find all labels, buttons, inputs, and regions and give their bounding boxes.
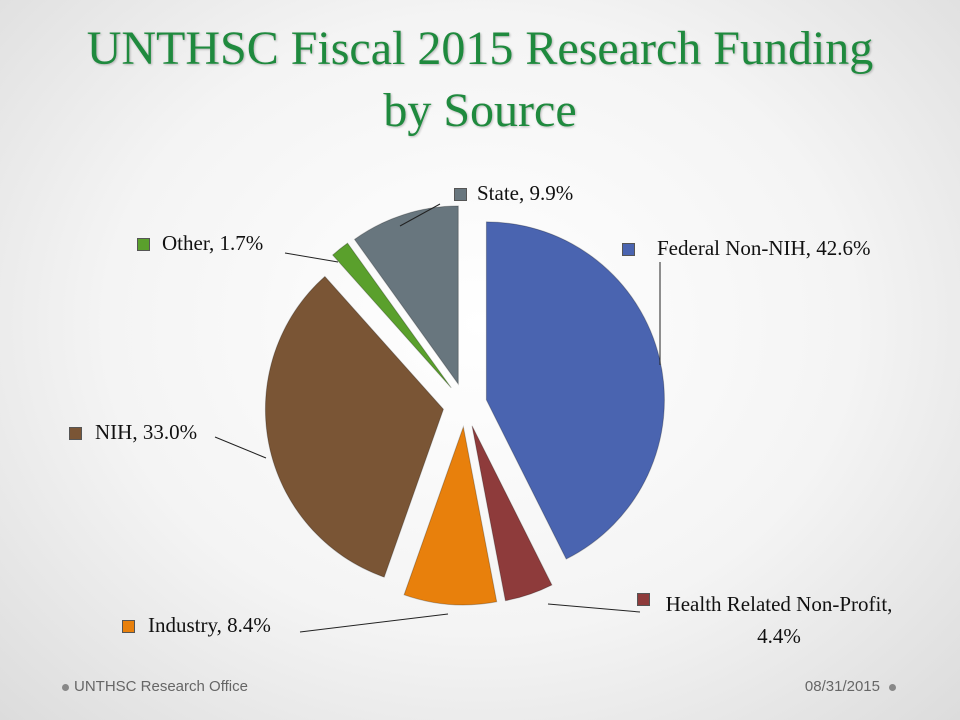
footer-left: UNTHSC Research Office bbox=[74, 678, 248, 695]
chart-title: UNTHSC Fiscal 2015 Research Funding by S… bbox=[86, 22, 874, 137]
data-label: Other, 1.7% bbox=[162, 231, 264, 255]
pie-slice bbox=[331, 242, 452, 389]
leader-line bbox=[299, 613, 449, 633]
legend-swatch bbox=[637, 593, 650, 606]
pie-slice bbox=[471, 425, 553, 602]
leader-line bbox=[547, 603, 641, 613]
footer-bullet bbox=[62, 684, 69, 691]
pie-slice bbox=[264, 275, 444, 578]
legend-swatch bbox=[454, 188, 467, 201]
footer-bullet bbox=[889, 684, 896, 691]
legend-swatch bbox=[137, 238, 150, 251]
data-label: NIH, 33.0% bbox=[95, 420, 198, 444]
footer-right: 08/31/2015 bbox=[804, 678, 880, 695]
data-label: Industry, 8.4% bbox=[148, 613, 271, 637]
pie-slice bbox=[353, 205, 459, 386]
data-label: Health Related Non-Profit, 4.4% bbox=[665, 592, 893, 648]
legend-swatch bbox=[622, 243, 635, 256]
legend-swatch bbox=[69, 427, 82, 440]
leader-line bbox=[399, 203, 441, 227]
legend-swatch bbox=[122, 620, 135, 633]
leader-line bbox=[214, 436, 267, 459]
leader-line bbox=[284, 252, 339, 263]
data-label: State, 9.9% bbox=[477, 181, 574, 205]
pie-slice bbox=[403, 425, 498, 606]
data-label: Federal Non-NIH, 42.6% bbox=[657, 236, 871, 260]
